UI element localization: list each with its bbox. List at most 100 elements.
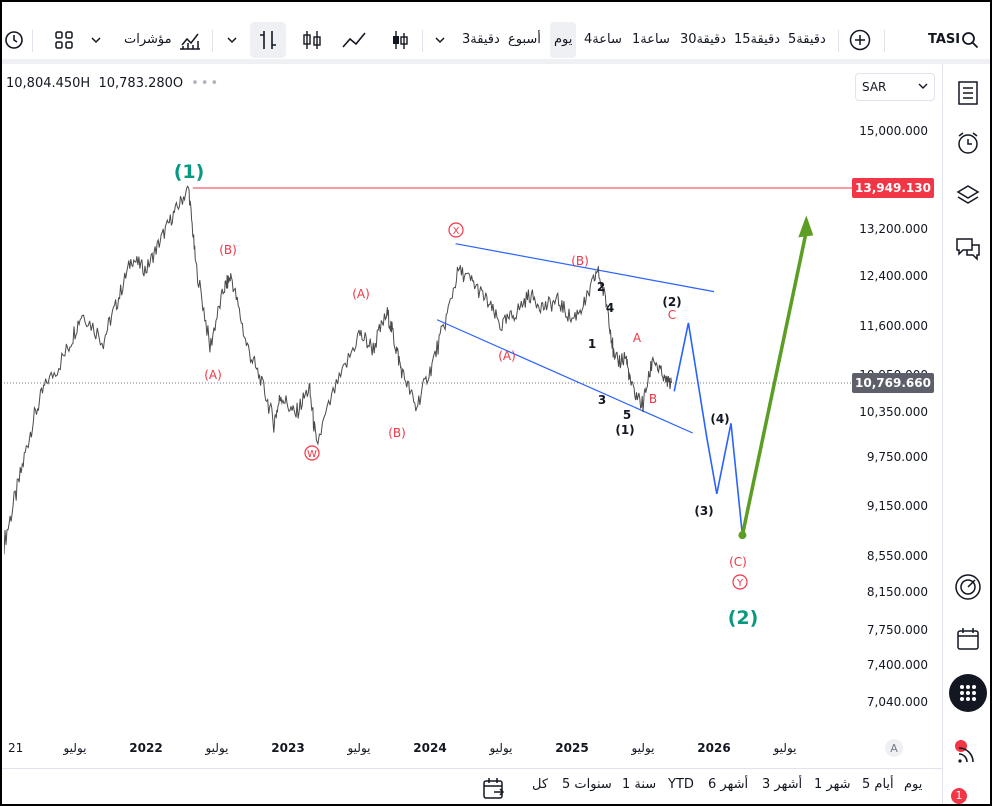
wave-label-red: B — [649, 392, 657, 406]
compare-plus-icon[interactable] — [842, 22, 878, 58]
bottom-range-bar: يوم 5 أيام 1 شهر 3 أشهر 6 أشهر YTD 1 سنة… — [2, 768, 942, 804]
circled-wave-label: Y — [736, 578, 744, 589]
x-tick-label: 2026 — [697, 741, 730, 755]
chevron-down-icon[interactable] — [218, 22, 246, 58]
layout-grid-icon[interactable] — [46, 22, 82, 58]
x-tick-label: 2025 — [555, 741, 588, 755]
circled-wave-label: X — [453, 226, 460, 237]
y-tick-label: 9,750.000 — [867, 450, 928, 464]
projection-path — [673, 322, 744, 536]
wave-label-green: (2) — [728, 607, 759, 629]
price-chart[interactable]: 15,000.000 13,200.000 12,400.000 11,600.000… — [4, 66, 940, 766]
timeframe-3min[interactable]: 3دقيقة — [462, 32, 500, 47]
candle-chart-type-icon[interactable] — [294, 22, 330, 58]
wave-label-red: C — [668, 308, 676, 322]
timeframe-5min[interactable]: 5دقيقة — [788, 32, 826, 47]
chevron-down-icon[interactable] — [426, 22, 454, 58]
x-tick-label: يوليو — [346, 741, 370, 756]
chat-icon[interactable] — [951, 232, 985, 266]
timeframe-week[interactable]: أسبوع — [508, 32, 541, 47]
wave-label-red: (B) — [388, 426, 406, 440]
chevron-down-icon — [918, 74, 928, 100]
y-tick-label: 12,400.000 — [859, 269, 928, 283]
y-tick-label: 8,550.000 — [867, 549, 928, 563]
wave-label-black: 3 — [598, 393, 606, 407]
line-chart-type-icon[interactable] — [336, 22, 372, 58]
notification-badge[interactable]: 1 — [951, 788, 967, 804]
target-icon[interactable] — [951, 570, 985, 604]
x-tick-label: يوليو — [488, 741, 512, 756]
price-series-line — [4, 185, 672, 555]
ohlc-close: 10,783.280O — [98, 76, 184, 91]
timeframe-4h[interactable]: 4ساعة — [584, 32, 622, 47]
x-tick-label: 21 — [8, 741, 23, 755]
range-6m[interactable]: 6 أشهر — [708, 777, 749, 792]
range-5y[interactable]: 5 سنوات — [562, 777, 612, 792]
circled-wave-ring — [304, 445, 320, 461]
x-tick-label: يوليو — [630, 741, 654, 756]
upper-trendline — [455, 243, 715, 293]
wave-label-red: (B) — [571, 254, 589, 268]
chevron-down-icon[interactable] — [82, 22, 110, 58]
lower-trendline — [436, 319, 693, 434]
top-toolbar: مؤشرات 3دقيقة أسبوع يوم 4ساعة 1ساعة 30دق… — [2, 2, 990, 64]
indicators-icon[interactable] — [172, 22, 208, 58]
ohlc-readout: 10,804.450H 10,783.280O ••• — [6, 76, 220, 91]
timeframe-1h[interactable]: 1ساعة — [632, 32, 670, 47]
x-tick-label: 2024 — [413, 741, 446, 755]
symbol-name[interactable]: TASI — [928, 32, 961, 47]
timeframe-day[interactable]: يوم — [550, 22, 577, 58]
y-tick-label: 7,400.000 — [867, 658, 928, 672]
right-sidebar: 1 — [942, 64, 990, 804]
watchlist-icon[interactable] — [951, 76, 985, 110]
wave-label-black: (2) — [662, 295, 681, 309]
calendar-icon[interactable] — [951, 622, 985, 656]
wave-label-black: (4) — [710, 412, 729, 426]
x-tick-label: يوليو — [772, 741, 796, 756]
x-tick-label: 2023 — [271, 741, 304, 755]
add-alert-icon[interactable] — [0, 22, 32, 58]
x-tick-label: يوليو — [204, 741, 228, 756]
last-price-tag: 10,769.660 — [855, 376, 931, 390]
timeframe-15min[interactable]: 15دقيقة — [734, 32, 781, 47]
timeframe-30min[interactable]: 30دقيقة — [680, 32, 727, 47]
auto-scale-label: A — [890, 742, 898, 755]
resistance-price-tag: 13,949.130 — [855, 181, 931, 195]
y-tick-label: 10,350.000 — [859, 405, 928, 419]
range-5d[interactable]: 5 أيام — [862, 777, 894, 792]
bar-chart-type-icon[interactable] — [250, 22, 286, 58]
indicators-label[interactable]: مؤشرات — [124, 32, 172, 47]
range-ytd[interactable]: YTD — [668, 777, 694, 792]
wave-label-red: (C) — [729, 555, 747, 569]
range-1m[interactable]: 1 شهر — [814, 777, 851, 792]
wave-label-black: (1) — [615, 423, 634, 437]
more-dots-icon[interactable]: ••• — [191, 76, 221, 91]
wave-label-red: (A) — [352, 287, 370, 301]
hollow-candle-icon[interactable] — [382, 22, 418, 58]
ohlc-high: 10,804.450H — [6, 76, 91, 91]
target-arrow-head — [798, 215, 814, 238]
apps-grid-icon[interactable] — [949, 674, 987, 712]
range-1d[interactable]: يوم — [904, 777, 923, 792]
range-all[interactable]: كل — [532, 777, 549, 792]
x-tick-label: يوليو — [62, 741, 86, 756]
wave-label-red: A — [633, 331, 642, 345]
auto-scale-icon — [885, 739, 903, 757]
circled-wave-ring — [448, 222, 464, 238]
date-range-calendar-icon[interactable] — [476, 771, 512, 806]
alarm-clock-icon[interactable] — [951, 126, 985, 160]
wave-label-red: (A) — [498, 349, 516, 363]
range-1y[interactable]: 1 سنة — [622, 777, 657, 792]
broadcast-icon[interactable] — [951, 734, 985, 768]
search-icon[interactable] — [956, 22, 984, 58]
projection-low-point — [738, 531, 747, 540]
y-tick-label: 7,040.000 — [867, 695, 928, 709]
currency-select[interactable]: SAR — [855, 73, 935, 101]
currency-label: SAR — [862, 80, 887, 94]
wave-label-black: 2 — [597, 280, 605, 294]
layers-icon[interactable] — [951, 178, 985, 212]
y-tick-label: 8,150.000 — [867, 585, 928, 599]
wave-label-black: (3) — [694, 504, 713, 518]
resistance-price-tag-bg — [852, 177, 934, 198]
range-3m[interactable]: 3 أشهر — [762, 777, 803, 792]
